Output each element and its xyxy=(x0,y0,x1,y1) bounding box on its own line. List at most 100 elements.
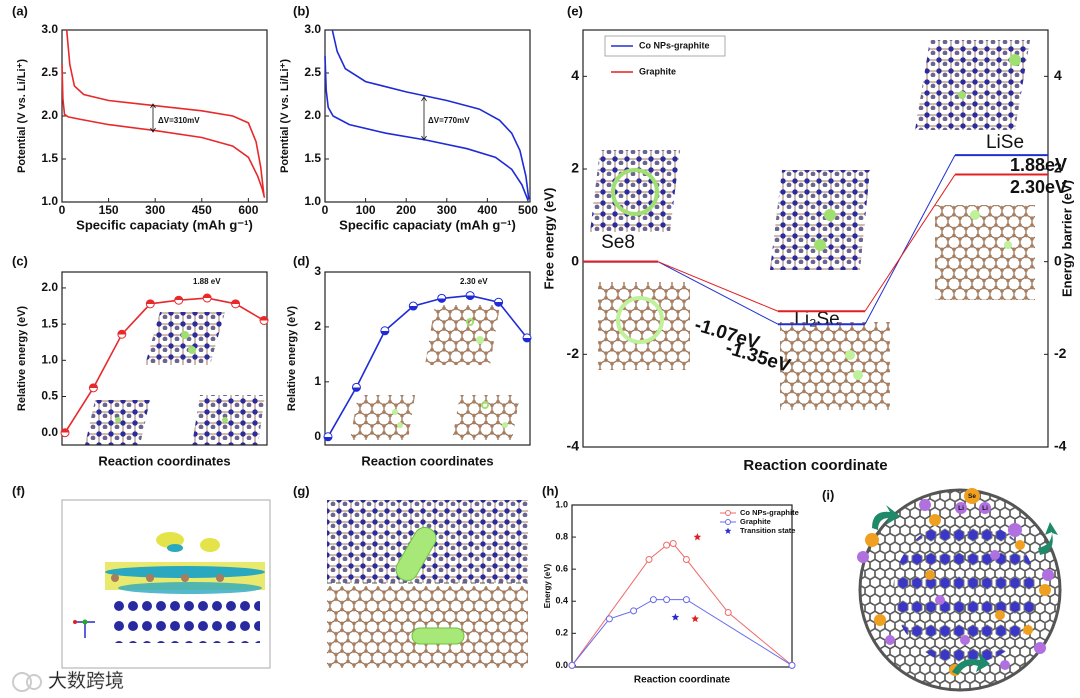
y-tick-label: 0.0 xyxy=(41,425,58,439)
x-axis-label: Specific capaciaty (mAh g⁻¹) xyxy=(76,217,253,232)
x-tick-label: 100 xyxy=(356,203,376,217)
y-tick-label: 1.0 xyxy=(304,194,321,208)
point xyxy=(724,608,732,616)
line xyxy=(571,542,793,666)
y-tick-label: 0.6 xyxy=(555,564,568,574)
y-tick-label: 0.0 xyxy=(555,660,568,670)
energy-connector xyxy=(864,154,956,325)
y-tick-label: 0.2 xyxy=(555,628,568,638)
point xyxy=(88,383,98,393)
x-tick-label: 300 xyxy=(145,203,165,217)
legend-label: Graphite xyxy=(740,517,771,526)
line xyxy=(571,599,793,666)
y-tick-label: 3.0 xyxy=(41,22,58,36)
y-tick-label: 1.0 xyxy=(555,499,568,509)
plot-frame xyxy=(324,271,531,446)
line xyxy=(61,64,266,198)
y-tick-label: 0 xyxy=(314,429,321,443)
energy-connector xyxy=(657,261,779,325)
panel-label: (b) xyxy=(293,3,310,18)
energy-connector xyxy=(657,261,779,312)
watermark-logo xyxy=(12,672,42,692)
y-axis-label: Potential (V vs. Li/Li⁺) xyxy=(279,59,291,173)
point xyxy=(380,326,390,336)
y-tick-label: -4 xyxy=(567,438,580,454)
y-tick-label: 2.0 xyxy=(304,108,321,122)
plot-frame xyxy=(61,271,268,446)
point xyxy=(645,556,653,564)
y2-tick-label: 0 xyxy=(1054,252,1062,268)
point xyxy=(202,293,212,303)
y-tick-label: 2.5 xyxy=(41,65,58,79)
x-tick-label: 500 xyxy=(518,203,538,217)
y-tick-label: 0.4 xyxy=(555,596,568,606)
state-label: Se8 xyxy=(601,232,635,253)
y2-tick-label: -2 xyxy=(1054,345,1067,361)
x-axis-label: Specific capaciaty (mAh g⁻¹) xyxy=(339,217,516,232)
y-tick-label: 0.8 xyxy=(555,531,568,541)
y-tick-label: 1.0 xyxy=(41,352,58,366)
point xyxy=(605,615,613,623)
atom-label: Li xyxy=(958,505,964,512)
annotation: 1.88 eV xyxy=(193,277,221,286)
y-tick-label: 1.5 xyxy=(304,151,321,165)
y2-axis-label: Energy barrier (eV) xyxy=(1059,180,1074,297)
panel-label: (i) xyxy=(822,487,834,502)
point xyxy=(649,596,657,604)
x-tick-label: 400 xyxy=(477,203,497,217)
point xyxy=(522,333,532,343)
y2-tick-label: 2 xyxy=(1054,160,1062,176)
panel-label: (g) xyxy=(293,483,310,498)
point xyxy=(437,293,447,303)
arrow-head xyxy=(150,103,156,133)
x-axis-label: Reaction coordinates xyxy=(98,453,230,468)
point xyxy=(630,607,638,615)
legend-label: Transition state xyxy=(740,526,795,535)
point xyxy=(351,382,361,392)
y-tick-label: 2.0 xyxy=(41,280,58,294)
point xyxy=(174,295,184,305)
x-tick-label: 450 xyxy=(192,203,212,217)
legend-label: Co NPs-graphite xyxy=(639,40,710,50)
y-tick-label: 2.5 xyxy=(304,65,321,79)
point xyxy=(663,541,671,549)
y-tick-label: 2 xyxy=(314,319,321,333)
panel-label: (e) xyxy=(567,3,583,18)
y-tick-label: 2.0 xyxy=(41,108,58,122)
point xyxy=(682,556,690,564)
line xyxy=(65,29,265,196)
charge-density-image xyxy=(61,499,271,669)
arrow-head xyxy=(421,96,427,141)
x-tick-label: 0 xyxy=(59,203,66,217)
atom-label: Se xyxy=(968,493,976,500)
annotation: 2.30eV xyxy=(1010,177,1067,197)
line xyxy=(327,294,528,438)
y-axis-label: Potential (V vs. Li/Li⁺) xyxy=(16,59,28,173)
legend-label: Co NPs-graphite xyxy=(740,508,799,517)
line xyxy=(64,297,265,434)
point xyxy=(323,432,333,442)
point xyxy=(494,297,504,307)
point xyxy=(145,299,155,309)
x-axis-label: Reaction coordinate xyxy=(743,457,887,474)
y-tick-label: 3 xyxy=(314,264,321,278)
atom-label: Li xyxy=(982,505,988,512)
structure-insets xyxy=(85,40,1035,445)
y-axis-label: Free energy (eV) xyxy=(541,188,556,290)
y-axis-label: Relative energy (eV) xyxy=(286,306,298,411)
watermark: 大数跨境 xyxy=(48,670,124,692)
legend-marker xyxy=(725,519,731,525)
annotation: ΔV=770mV xyxy=(428,116,470,125)
annotation: ΔV=310mV xyxy=(158,116,200,125)
y-tick-label: 1.5 xyxy=(41,151,58,165)
plot-frame xyxy=(571,504,793,668)
point xyxy=(568,661,576,669)
x-tick-label: 0 xyxy=(322,203,329,217)
point xyxy=(465,291,475,301)
point xyxy=(408,301,418,311)
y-tick-label: 4 xyxy=(571,67,579,83)
panel-label: (h) xyxy=(542,483,559,498)
cage-image xyxy=(857,488,1062,692)
point xyxy=(671,613,680,621)
